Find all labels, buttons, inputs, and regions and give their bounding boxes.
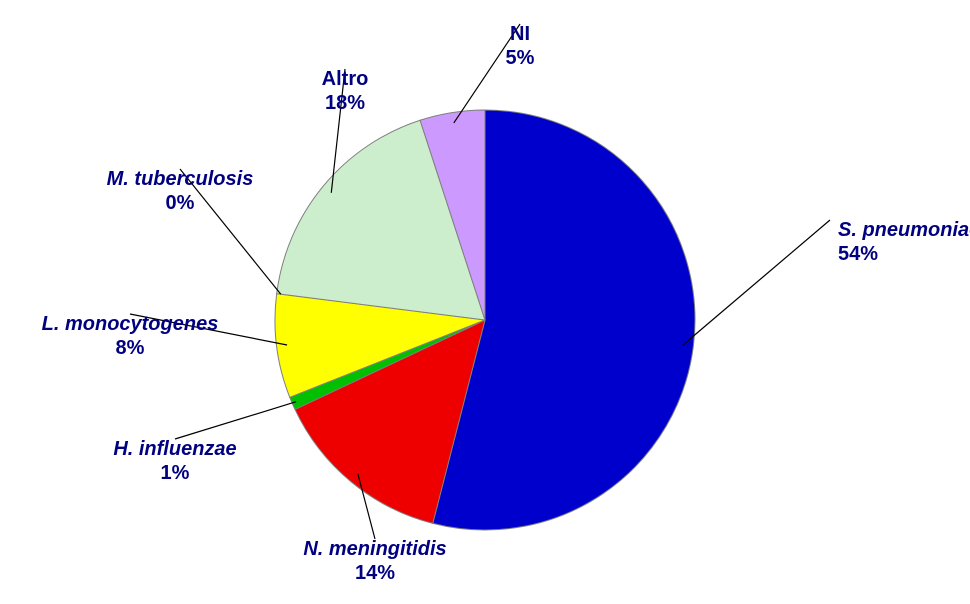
label-pct-l_monocytogenes: 8% (116, 337, 145, 359)
label-name-n_meningitidis: N. meningitidis (303, 538, 446, 560)
label-pct-ni: 5% (506, 47, 535, 69)
pie-slices (275, 110, 695, 530)
label-pct-h_influenzae: 1% (161, 462, 190, 484)
label-pct-altro: 18% (325, 92, 365, 114)
label-name-ni: NI (510, 23, 530, 45)
label-pct-s_pneumoniae: 54% (838, 243, 878, 265)
label-name-s_pneumoniae: S. pneumoniae (838, 219, 970, 241)
label-pct-n_meningitidis: 14% (355, 562, 395, 584)
pie-chart: S. pneumoniae54% N. meningitidis14% H. inf… (0, 0, 970, 604)
label-pct-m_tuberculosis: 0% (166, 192, 195, 214)
label-name-l_monocytogenes: L. monocytogenes (42, 313, 219, 335)
label-name-h_influenzae: H. influenzae (113, 438, 236, 460)
label-name-m_tuberculosis: M. tuberculosis (107, 168, 254, 190)
label-name-altro: Altro (322, 68, 369, 90)
